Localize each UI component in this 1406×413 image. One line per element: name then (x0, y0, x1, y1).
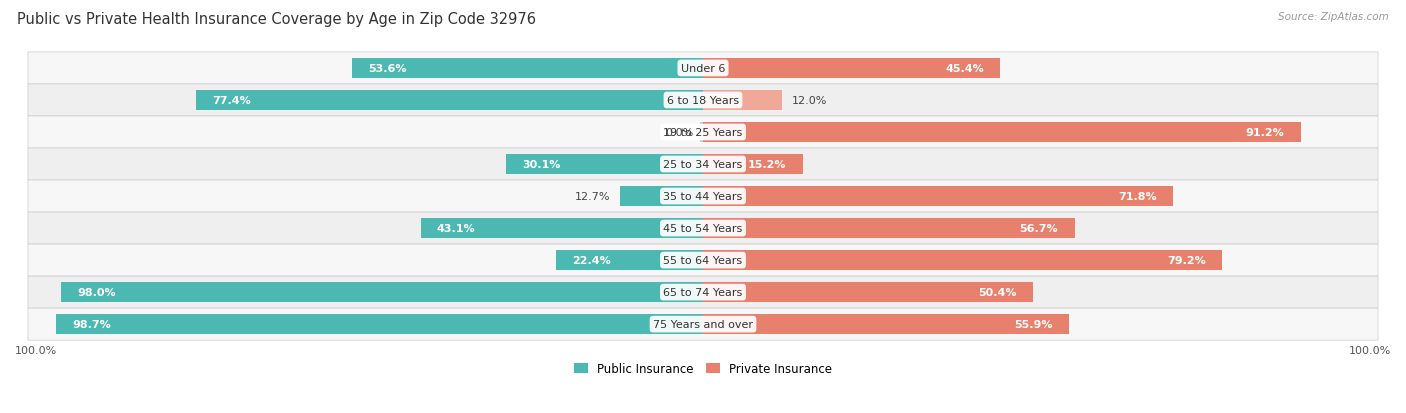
Text: 12.7%: 12.7% (575, 192, 610, 202)
Text: 56.7%: 56.7% (1019, 223, 1059, 233)
Text: Public vs Private Health Insurance Coverage by Age in Zip Code 32976: Public vs Private Health Insurance Cover… (17, 12, 536, 27)
Text: 65 to 74 Years: 65 to 74 Years (664, 287, 742, 297)
Bar (703, 187, 1174, 206)
Text: 45 to 54 Years: 45 to 54 Years (664, 223, 742, 233)
Text: 77.4%: 77.4% (212, 96, 252, 106)
Bar (352, 59, 703, 78)
FancyBboxPatch shape (28, 213, 1378, 244)
Bar (620, 187, 703, 206)
FancyBboxPatch shape (28, 180, 1378, 213)
Bar (703, 314, 1070, 334)
FancyBboxPatch shape (28, 85, 1378, 117)
Legend: Public Insurance, Private Insurance: Public Insurance, Private Insurance (574, 362, 832, 375)
Bar (56, 314, 703, 334)
Text: 45.4%: 45.4% (945, 64, 984, 74)
Text: 91.2%: 91.2% (1246, 128, 1284, 138)
Bar (195, 91, 703, 111)
Bar (703, 251, 1222, 271)
Bar (506, 155, 703, 175)
Text: 55.9%: 55.9% (1014, 319, 1053, 329)
FancyBboxPatch shape (28, 309, 1378, 340)
FancyBboxPatch shape (28, 149, 1378, 180)
Text: 30.1%: 30.1% (522, 159, 561, 170)
Text: 50.4%: 50.4% (979, 287, 1017, 297)
Text: 43.1%: 43.1% (437, 223, 475, 233)
Text: 6 to 18 Years: 6 to 18 Years (666, 96, 740, 106)
Text: 25 to 34 Years: 25 to 34 Years (664, 159, 742, 170)
Text: 98.0%: 98.0% (77, 287, 115, 297)
Text: 100.0%: 100.0% (15, 345, 58, 355)
Bar (703, 282, 1033, 302)
Bar (420, 218, 703, 238)
FancyBboxPatch shape (28, 53, 1378, 85)
Text: Source: ZipAtlas.com: Source: ZipAtlas.com (1278, 12, 1389, 22)
Text: 15.2%: 15.2% (748, 159, 786, 170)
Text: Under 6: Under 6 (681, 64, 725, 74)
Text: 71.8%: 71.8% (1118, 192, 1157, 202)
Text: 19 to 25 Years: 19 to 25 Years (664, 128, 742, 138)
Text: 79.2%: 79.2% (1167, 256, 1205, 266)
Bar (557, 251, 703, 271)
Bar (703, 91, 782, 111)
Bar (700, 123, 703, 142)
Bar (60, 282, 703, 302)
Text: 53.6%: 53.6% (368, 64, 406, 74)
Bar (703, 59, 1001, 78)
Text: 35 to 44 Years: 35 to 44 Years (664, 192, 742, 202)
Text: 55 to 64 Years: 55 to 64 Years (664, 256, 742, 266)
FancyBboxPatch shape (28, 117, 1378, 149)
Bar (703, 218, 1074, 238)
Text: 0.0%: 0.0% (665, 128, 693, 138)
Bar (703, 155, 803, 175)
Text: 12.0%: 12.0% (792, 96, 827, 106)
Text: 22.4%: 22.4% (572, 256, 612, 266)
Text: 75 Years and over: 75 Years and over (652, 319, 754, 329)
FancyBboxPatch shape (28, 276, 1378, 309)
Text: 98.7%: 98.7% (73, 319, 111, 329)
FancyBboxPatch shape (28, 244, 1378, 276)
Bar (703, 123, 1301, 142)
Text: 100.0%: 100.0% (1348, 345, 1391, 355)
